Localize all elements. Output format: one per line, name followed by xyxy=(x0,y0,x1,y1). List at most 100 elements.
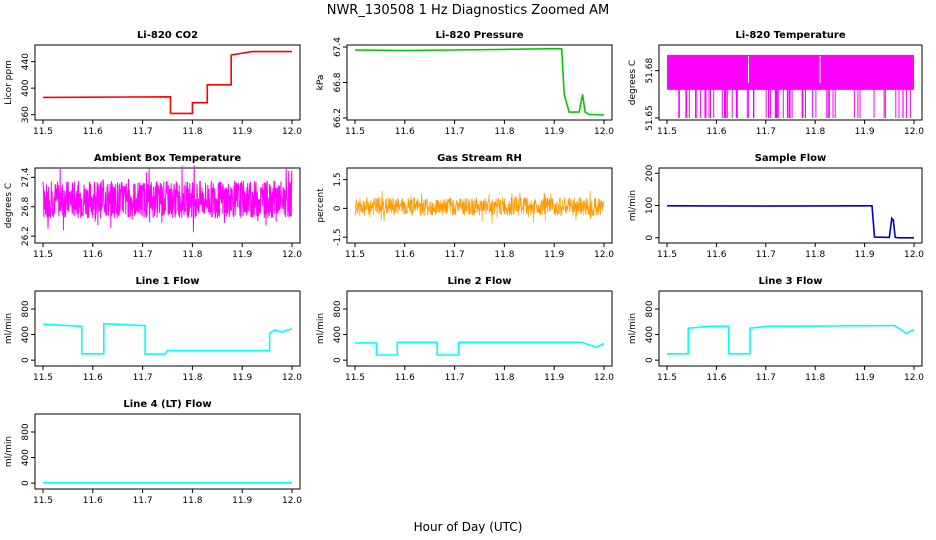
y-tick-label: 400 xyxy=(645,326,655,343)
x-tick-label: 11.6 xyxy=(83,373,103,383)
x-tick-label: 11.5 xyxy=(657,127,677,137)
panel-title: Line 2 Flow xyxy=(448,276,512,287)
y-tick-label: 800 xyxy=(21,300,31,317)
y-tick-label: 51.68 xyxy=(645,58,655,84)
y-tick-label: -1.5 xyxy=(333,228,343,246)
x-tick-label: 11.6 xyxy=(83,496,103,506)
x-tick-label: 11.9 xyxy=(855,373,875,383)
x-tick-label: 11.9 xyxy=(232,250,252,260)
x-tick-label: 11.9 xyxy=(232,496,252,506)
y-axis-label: degrees C xyxy=(628,60,638,105)
y-axis-label: ml/min xyxy=(628,313,638,344)
x-tick-label: 11.8 xyxy=(805,373,825,383)
x-tick-label: 11.5 xyxy=(33,373,53,383)
y-axis-label: ml/min xyxy=(628,190,638,221)
y-tick-label: 0 xyxy=(333,357,343,363)
x-tick-label: 11.9 xyxy=(855,127,875,137)
y-tick-label: 800 xyxy=(333,300,343,317)
panel-title: Li-820 CO2 xyxy=(137,30,198,41)
y-axis-label: ml/min xyxy=(4,436,14,467)
x-tick-label: 11.8 xyxy=(494,250,514,260)
figure-title: NWR_130508 1 Hz Diagnostics Zoomed AM xyxy=(327,3,610,18)
x-tick-label: 11.9 xyxy=(544,250,564,260)
y-tick-label: 0 xyxy=(21,480,31,486)
x-tick-label: 11.8 xyxy=(494,127,514,137)
chart-panel: Line 3 Flow 11.5 11.6 11.7 11.8 11.9 12.0 0 400 8… xyxy=(628,276,924,383)
y-axis-label: percent xyxy=(316,188,326,223)
series-spikes xyxy=(678,56,911,118)
panels-group: Li-820 CO2 11.5 11.6 11.7 11.8 11.9 12.0 360 400… xyxy=(4,30,924,506)
x-tick-label: 11.6 xyxy=(706,250,726,260)
y-tick-label: 26.2 xyxy=(21,226,31,246)
y-tick-label: 0 xyxy=(333,205,343,211)
y-tick-label: 200 xyxy=(645,164,655,181)
x-tick-label: 11.6 xyxy=(83,127,103,137)
series-line xyxy=(667,324,915,355)
panel-title: Line 3 Flow xyxy=(759,276,823,287)
x-tick-label: 11.7 xyxy=(133,496,153,506)
plot-frame xyxy=(658,290,923,367)
x-tick-label: 11.8 xyxy=(182,373,202,383)
x-tick-label: 11.6 xyxy=(395,127,415,137)
x-tick-label: 11.9 xyxy=(855,250,875,260)
y-axis-label: Licor ppm xyxy=(4,60,14,105)
y-tick-label: 400 xyxy=(21,449,31,466)
x-tick-label: 11.5 xyxy=(657,250,677,260)
x-tick-label: 12.0 xyxy=(594,250,614,260)
x-tick-label: 11.8 xyxy=(494,373,514,383)
x-tick-label: 11.6 xyxy=(395,250,415,260)
y-tick-label: 400 xyxy=(21,326,31,343)
chart-panel: Li-820 Pressure 11.5 11.6 11.7 11.8 11.9 12.0 6… xyxy=(316,30,614,137)
y-tick-label: 400 xyxy=(333,326,343,343)
panel-title: Sample Flow xyxy=(755,153,827,164)
y-tick-label: 66.8 xyxy=(333,72,343,92)
x-tick-label: 11.7 xyxy=(445,127,465,137)
plot-frame xyxy=(346,44,613,121)
panel-title: Line 4 (LT) Flow xyxy=(123,399,211,410)
series-line xyxy=(42,50,292,115)
chart-panel: Li-820 Temperature 11.5 11.6 11.7 11.8 11.9 12… xyxy=(628,30,924,137)
series-line xyxy=(42,165,293,233)
x-tick-label: 11.9 xyxy=(232,373,252,383)
panel-title: Ambient Box Temperature xyxy=(94,153,241,164)
x-tick-label: 11.5 xyxy=(345,127,365,137)
x-tick-label: 11.6 xyxy=(706,127,726,137)
x-tick-label: 11.8 xyxy=(805,250,825,260)
x-tick-label: 11.7 xyxy=(445,373,465,383)
x-tick-label: 11.8 xyxy=(805,127,825,137)
y-tick-label: 0 xyxy=(21,357,31,363)
series-line xyxy=(354,47,605,116)
chart-panel: Line 2 Flow 11.5 11.6 11.7 11.8 11.9 12.0 0 400 8… xyxy=(316,276,614,383)
series-line xyxy=(355,341,605,356)
y-tick-label: 440 xyxy=(21,53,31,70)
x-tick-label: 12.0 xyxy=(282,250,302,260)
x-tick-label: 11.8 xyxy=(182,496,202,506)
x-tick-label: 12.0 xyxy=(594,127,614,137)
x-tick-label: 11.8 xyxy=(182,127,202,137)
y-tick-label: 100 xyxy=(645,197,655,214)
x-tick-label: 11.5 xyxy=(33,250,53,260)
y-tick-label: 0 xyxy=(645,235,655,241)
y-tick-label: 51.65 xyxy=(645,105,655,131)
series-line xyxy=(42,322,293,355)
x-tick-label: 11.6 xyxy=(395,373,415,383)
x-tick-label: 11.7 xyxy=(133,373,153,383)
y-axis-label: degrees C xyxy=(4,183,14,228)
x-tick-label: 11.7 xyxy=(133,127,153,137)
y-tick-label: 0 xyxy=(645,357,655,363)
y-tick-label: 800 xyxy=(21,423,31,440)
x-tick-label: 11.6 xyxy=(83,250,103,260)
x-tick-label: 11.8 xyxy=(182,250,202,260)
chart-panel: Line 1 Flow 11.5 11.6 11.7 11.8 11.9 12.0 0 400 8… xyxy=(4,276,302,383)
x-tick-label: 12.0 xyxy=(282,496,302,506)
panel-title: Li-820 Pressure xyxy=(435,30,523,41)
x-tick-label: 12.0 xyxy=(904,373,924,383)
x-tick-label: 12.0 xyxy=(282,127,302,137)
y-tick-label: 26.8 xyxy=(21,196,31,216)
panel-title: Gas Stream RH xyxy=(437,153,522,164)
x-tick-label: 11.9 xyxy=(232,127,252,137)
x-tick-label: 11.6 xyxy=(706,373,726,383)
x-tick-label: 11.9 xyxy=(544,127,564,137)
figure-xlabel: Hour of Day (UTC) xyxy=(414,520,523,534)
plot-frame xyxy=(34,413,301,490)
